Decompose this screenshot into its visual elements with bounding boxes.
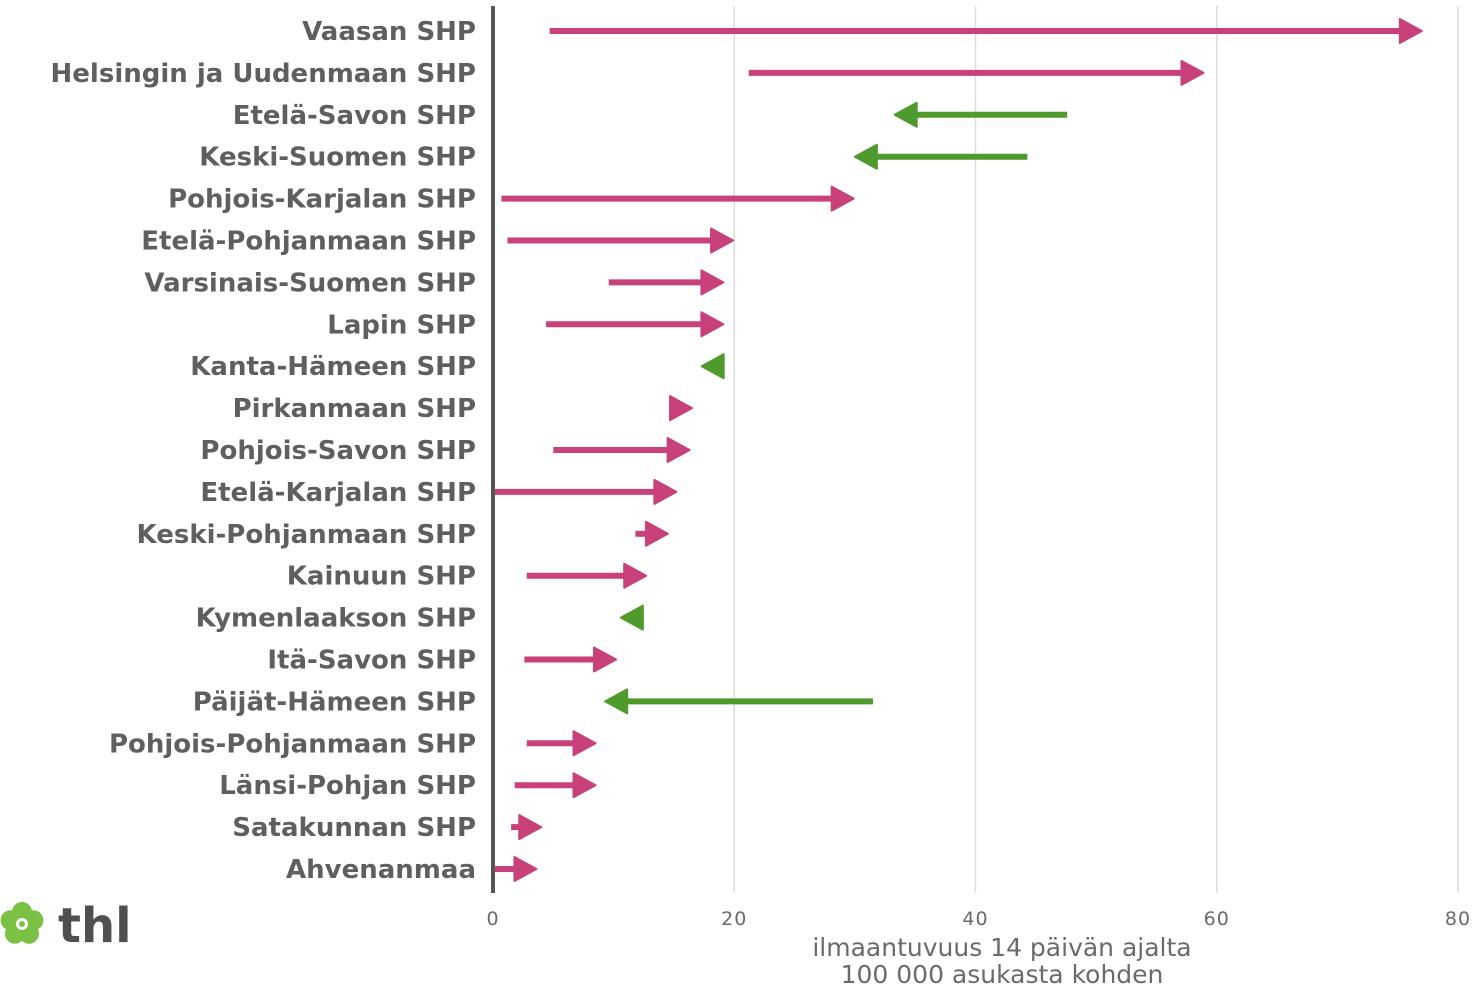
arrow-head	[710, 227, 735, 254]
category-label: Päijät-Hämeen SHP	[193, 687, 476, 717]
category-label: Ahvenanmaa	[286, 855, 476, 885]
x-axis-ticks: 0 20 40 60 80	[486, 908, 1471, 930]
category-label: Pohjois-Pohjanmaan SHP	[109, 729, 476, 759]
arrow-head	[830, 185, 855, 212]
arrow-head	[518, 814, 543, 841]
arrow-mark	[511, 814, 543, 841]
gridlines	[733, 6, 1459, 893]
arrow-mark	[493, 478, 678, 505]
arrow-mark	[608, 269, 725, 296]
x-axis-title-line-2: 100 000 asukasta kohden	[841, 960, 1164, 988]
category-label: Pohjois-Karjalan SHP	[168, 185, 476, 215]
arrow-head	[653, 478, 678, 505]
category-label: Satakunnan SHP	[232, 813, 476, 843]
category-label: Vaasan SHP	[302, 17, 476, 47]
category-label: Etelä-Karjalan SHP	[200, 478, 476, 508]
arrow-mark	[893, 101, 1068, 128]
x-tick-label: 0	[486, 908, 499, 930]
category-label: Kanta-Hämeen SHP	[190, 352, 476, 382]
x-tick-label: 20	[721, 908, 747, 930]
arrow-head	[619, 604, 644, 631]
x-tick-label: 40	[962, 908, 988, 930]
arrow-head	[513, 856, 538, 882]
arrow-head	[1398, 18, 1423, 44]
arrow-head	[700, 311, 725, 338]
arrow-head	[572, 730, 597, 757]
category-label: Keski-Suomen SHP	[199, 143, 476, 173]
arrow-mark	[526, 562, 648, 589]
arrow-mark	[635, 520, 669, 547]
arrow-head	[593, 646, 618, 673]
x-tick-label: 80	[1445, 908, 1471, 930]
arrow-head	[623, 562, 648, 589]
category-label: Etelä-Pohjanmaan SHP	[141, 227, 476, 257]
arrow-head	[893, 101, 918, 128]
x-axis-title-line-1: ilmaantuvuus 14 päivän ajalta	[812, 933, 1191, 962]
arrow-head	[644, 520, 669, 547]
arrow-mark	[669, 395, 694, 422]
category-label: Länsi-Pohjan SHP	[219, 771, 476, 801]
category-label: Varsinais-Suomen SHP	[144, 268, 476, 298]
category-label: Keski-Pohjanmaan SHP	[137, 520, 476, 550]
arrow-head	[1180, 59, 1205, 86]
arrow-head	[700, 269, 725, 296]
category-labels: Vaasan SHP Helsingin ja Uudenmaan SHP Etel…	[51, 17, 476, 885]
arrow-head	[572, 772, 597, 799]
arrow-mark	[514, 772, 597, 799]
category-label: Pohjois-Savon SHP	[200, 436, 476, 466]
thl-logo: thl	[0, 898, 132, 954]
arrow-mark	[700, 353, 725, 380]
arrow-head	[666, 437, 691, 463]
category-label: Itä-Savon SHP	[267, 646, 476, 676]
category-label: Etelä-Savon SHP	[233, 101, 476, 131]
arrow-mark	[507, 227, 735, 254]
arrow-mark	[549, 18, 1423, 44]
arrow-mark	[604, 688, 873, 715]
arrow-head	[669, 395, 694, 422]
category-label: Pirkanmaan SHP	[233, 394, 476, 424]
arrow-mark	[526, 730, 597, 757]
arrow-mark	[501, 185, 855, 212]
arrows	[493, 18, 1423, 882]
arrow-head	[700, 353, 725, 380]
x-tick-label: 60	[1204, 908, 1230, 930]
flower-icon	[0, 902, 44, 944]
logo-text: thl	[58, 898, 132, 954]
arrow-mark	[553, 437, 691, 463]
arrow-mark	[546, 311, 725, 338]
arrow-mark	[493, 856, 538, 882]
arrow-mark	[619, 604, 644, 631]
arrow-mark	[748, 59, 1205, 86]
category-label: Kymenlaakson SHP	[196, 604, 476, 634]
category-label: Lapin SHP	[327, 310, 476, 340]
arrow-mark	[524, 646, 618, 673]
arrow-mark	[853, 143, 1028, 170]
category-label: Kainuun SHP	[287, 562, 476, 592]
arrow-head	[853, 143, 878, 170]
arrow-head	[604, 688, 629, 715]
category-label: Helsingin ja Uudenmaan SHP	[51, 59, 476, 89]
